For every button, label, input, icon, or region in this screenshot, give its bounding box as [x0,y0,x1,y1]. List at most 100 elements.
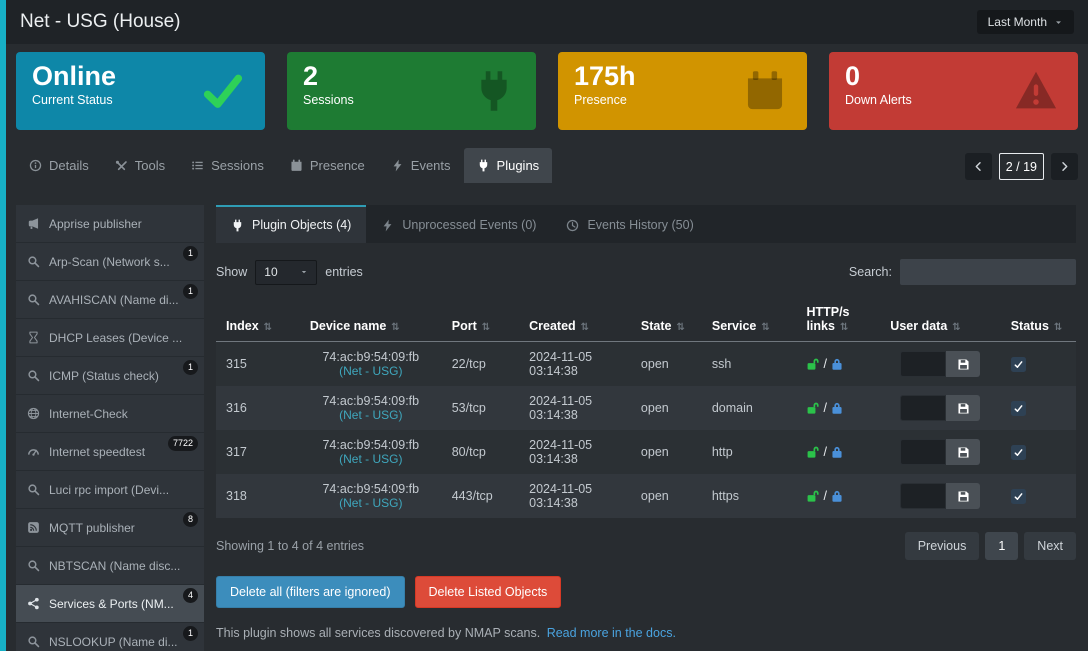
period-selector[interactable]: Last Month [976,10,1074,34]
sidebar-item-dhcp-leases-device[interactable]: DHCP Leases (Device ... [16,319,204,357]
tab-details[interactable]: Details [16,148,102,183]
column-header-user-data[interactable]: User data ⇅ [880,297,1001,342]
tab-plugins[interactable]: Plugins [463,148,553,183]
save-user-data-button[interactable] [946,395,981,421]
status-cards: Online Current Status 2 Sessions 175h Presenc… [6,44,1088,138]
previous-page-button[interactable]: Previous [904,532,980,560]
user-data-group [900,395,981,421]
next-page-button[interactable]: Next [1024,532,1076,560]
column-header-label: Created [529,319,576,333]
tab-events[interactable]: Events [378,148,464,183]
sidebar-item-internet-speedtest[interactable]: Internet speedtest 7722 [16,433,204,471]
lock-open-icon[interactable] [806,357,820,371]
column-header-index[interactable]: Index ⇅ [216,297,300,342]
device-link[interactable]: (Net - USG) [339,408,403,422]
sidebar-item-services-ports-nm[interactable]: Services & Ports (NM... 4 [16,585,204,623]
table-row[interactable]: 317 74:ac:b9:54:09:fb (Net - USG) 80/tcp 202… [216,430,1076,474]
plugin-tab-plugin-objects-4[interactable]: Plugin Objects (4) [216,205,367,243]
cell-created: 2024-11-05 03:14:38 [519,474,631,518]
item-count-badge: 1 [182,360,198,375]
status-card-down-alerts[interactable]: 0 Down Alerts [829,52,1078,130]
tab-presence[interactable]: Presence [277,148,378,183]
sidebar-item-label: NSLOOKUP (Name di... [49,634,178,649]
sidebar-item-arp-scan-network-s[interactable]: Arp-Scan (Network s... 1 [16,243,204,281]
plugin-tab-unprocessed-events-0[interactable]: Unprocessed Events (0) [366,205,551,243]
save-user-data-button[interactable] [946,351,981,377]
column-header-http-s-links[interactable]: HTTP/s links ⇅ [796,297,881,342]
lock-icon[interactable] [830,357,844,371]
lock-open-icon[interactable] [806,401,820,415]
user-data-input[interactable] [900,439,947,465]
table-row[interactable]: 316 74:ac:b9:54:09:fb (Net - USG) 53/tcp 202… [216,386,1076,430]
user-data-input[interactable] [900,351,947,377]
device-link[interactable]: (Net - USG) [339,452,403,466]
status-card-sessions[interactable]: 2 Sessions [287,52,536,130]
cell-http-links: / [796,474,880,518]
status-card-current-status[interactable]: Online Current Status [16,52,265,130]
calendar-icon [290,159,303,172]
lock-open-icon[interactable] [806,445,820,459]
column-header-status[interactable]: Status ⇅ [1000,297,1076,342]
page-1-button[interactable]: 1 [985,532,1019,560]
column-header-port[interactable]: Port ⇅ [441,297,520,342]
device-link[interactable]: (Net - USG) [339,364,403,378]
column-header-state[interactable]: State ⇅ [630,297,702,342]
column-header-device-name[interactable]: Device name ⇅ [299,297,442,342]
search-input[interactable] [900,259,1076,285]
status-checkbox[interactable] [1010,444,1026,460]
delete-all-button[interactable]: Delete all (filters are ignored) [216,576,405,608]
page-title: Net - USG (House) [20,11,181,32]
lock-icon[interactable] [830,489,844,503]
clock-icon [566,219,579,232]
table-row[interactable]: 315 74:ac:b9:54:09:fb (Net - USG) 22/tcp 202… [216,341,1076,386]
bolt-icon [391,159,404,172]
tab-tools[interactable]: Tools [102,148,178,183]
sidebar-item-luci-rpc-import-devi[interactable]: Luci rpc import (Devi... [16,471,204,509]
cell-port: 53/tcp [451,401,486,415]
cell-status [1001,474,1076,518]
sidebar-item-nslookup-name-di[interactable]: NSLOOKUP (Name di... 1 [16,623,204,651]
sidebar-item-nbtscan-name-disc[interactable]: NBTSCAN (Name disc... [16,547,204,585]
sidebar-item-icmp-status-check[interactable]: ICMP (Status check) 1 [16,357,204,395]
search-icon [27,293,40,306]
sidebar-item-avahiscan-name-di[interactable]: AVAHISCAN (Name di... 1 [16,281,204,319]
search-icon [27,635,40,648]
column-header-service[interactable]: Service ⇅ [701,297,797,342]
table-row[interactable]: 318 74:ac:b9:54:09:fb (Net - USG) 443/tcp 20… [216,474,1076,518]
pager-prev-button[interactable] [964,153,992,180]
save-user-data-button[interactable] [946,439,981,465]
column-header-label: Device name [309,319,387,333]
status-checkbox[interactable] [1010,400,1026,416]
status-checkbox[interactable] [1010,488,1026,504]
pager-current: 2 / 19 [998,153,1044,180]
user-data-input[interactable] [900,395,947,421]
plugin-tab-events-history-50[interactable]: Events History (50) [551,205,708,243]
pager: 2 / 19 [964,153,1078,183]
device-tab-list: Details Tools Sessions Presence Events Plugin… [16,148,553,183]
user-data-input[interactable] [900,483,947,509]
created-time: 03:14:38 [529,408,578,422]
tab-sessions[interactable]: Sessions [178,148,277,183]
floppy-icon [957,490,970,503]
entries-select[interactable]: 10 [255,259,318,285]
lock-icon[interactable] [830,445,844,459]
device-tab-row: Details Tools Sessions Presence Events Plugin… [6,148,1088,183]
device-mac: 74:ac:b9:54:09:fb [322,482,420,496]
column-header-created[interactable]: Created ⇅ [519,297,631,342]
device-link[interactable]: (Net - USG) [339,496,403,510]
sidebar-item-internet-check[interactable]: Internet-Check [16,395,204,433]
sidebar-item-apprise-publisher[interactable]: Apprise publisher [16,205,204,243]
pager-next-button[interactable] [1051,153,1078,180]
status-card-presence[interactable]: 175h Presence [558,52,807,130]
sort-icon: ⇅ [481,322,491,333]
lock-open-icon[interactable] [806,489,820,503]
delete-listed-button[interactable]: Delete Listed Objects [414,576,562,608]
user-data-group [900,439,981,465]
lock-icon[interactable] [830,401,844,415]
status-checkbox[interactable] [1010,356,1026,372]
device-mac: 74:ac:b9:54:09:fb [322,350,420,364]
sidebar-item-mqtt-publisher[interactable]: MQTT publisher 8 [16,509,204,547]
plugin-main: Plugin Objects (4) Unprocessed Events (0)… [216,205,1076,651]
save-user-data-button[interactable] [946,483,981,509]
docs-link[interactable]: Read more in the docs. [546,626,676,640]
